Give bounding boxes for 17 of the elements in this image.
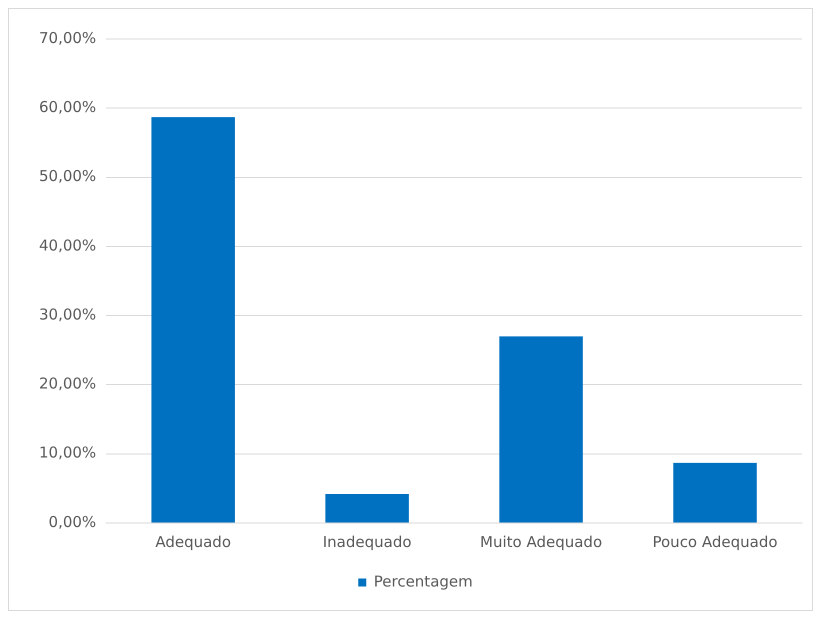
y-tick-label: 0,00% — [48, 512, 96, 531]
bar — [151, 117, 235, 522]
bar — [499, 336, 583, 522]
y-tick-label: 60,00% — [38, 98, 96, 116]
y-tick-label: 30,00% — [38, 305, 96, 324]
bar — [325, 494, 409, 522]
legend-label: Percentagem — [374, 572, 473, 590]
bar — [673, 462, 757, 522]
x-tick-label: Muito Adequado — [480, 532, 602, 551]
y-tick-label: 10,00% — [38, 444, 96, 462]
y-tick-label: 70,00% — [38, 28, 96, 47]
x-tick-label: Adequado — [155, 532, 232, 551]
x-tick-label: Inadequado — [322, 532, 412, 551]
y-tick-label: 50,00% — [38, 167, 96, 186]
x-tick-label: Pouco Adequado — [652, 532, 778, 551]
y-tick-label: 40,00% — [38, 236, 96, 254]
y-tick-label: 20,00% — [38, 374, 96, 393]
